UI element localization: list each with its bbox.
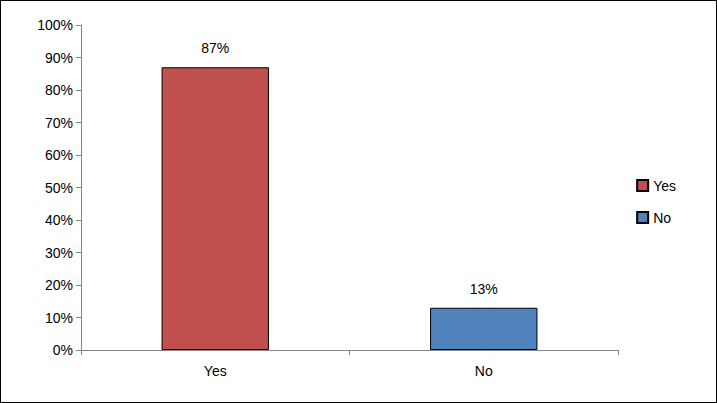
svg-text:90%: 90% — [45, 50, 73, 66]
svg-text:80%: 80% — [45, 82, 73, 98]
svg-text:87%: 87% — [201, 40, 229, 56]
svg-text:30%: 30% — [45, 245, 73, 261]
svg-text:No: No — [653, 210, 671, 226]
svg-text:70%: 70% — [45, 115, 73, 131]
svg-text:0%: 0% — [53, 342, 73, 358]
svg-text:No: No — [475, 363, 493, 379]
svg-text:Yes: Yes — [653, 178, 676, 194]
svg-text:10%: 10% — [45, 310, 73, 326]
svg-text:60%: 60% — [45, 147, 73, 163]
svg-text:20%: 20% — [45, 277, 73, 293]
svg-text:50%: 50% — [45, 180, 73, 196]
svg-text:Yes: Yes — [204, 363, 227, 379]
svg-text:13%: 13% — [470, 281, 498, 297]
svg-text:40%: 40% — [45, 212, 73, 228]
svg-text:100%: 100% — [37, 17, 73, 33]
